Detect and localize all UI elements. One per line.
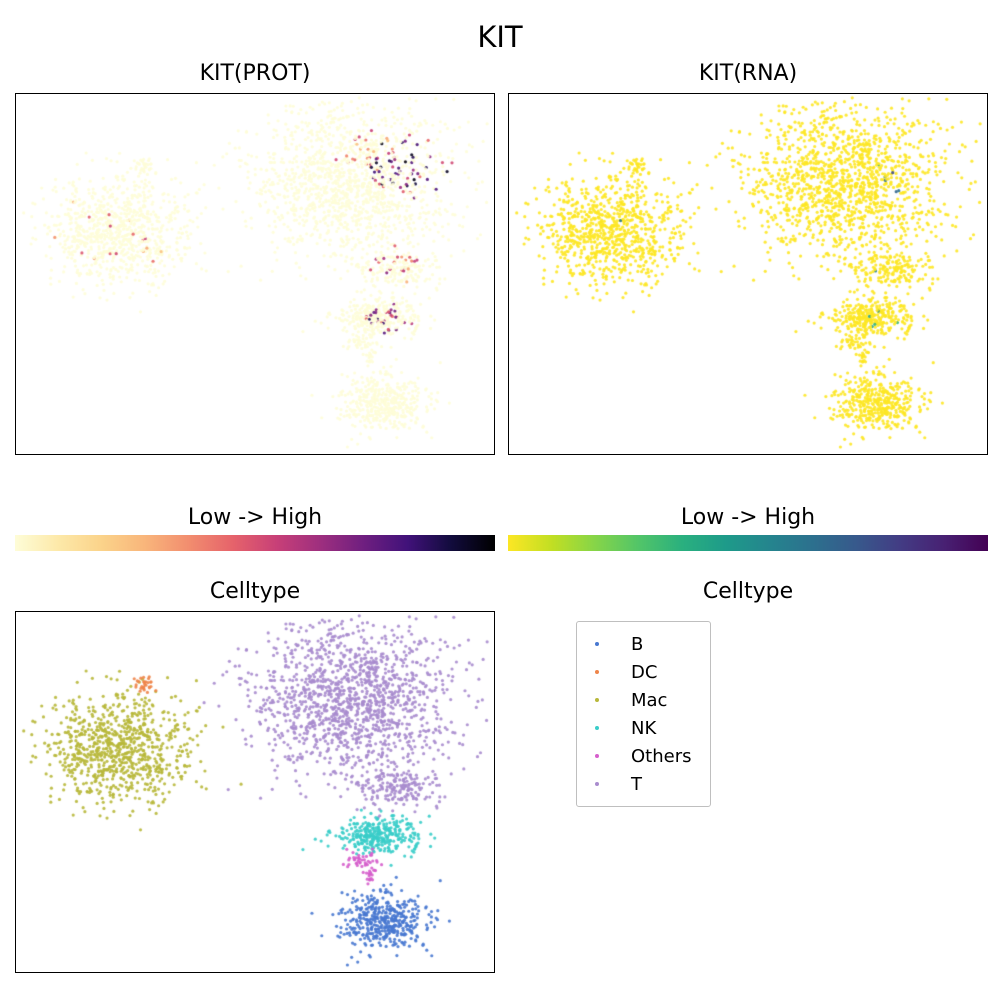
legend-item: T [587,770,692,798]
panel-title-celltype-left: Celltype [15,579,495,604]
main-title: KIT [0,20,1000,54]
legend-marker-icon [587,754,607,758]
scatter-prot [16,94,494,454]
legend-marker-icon [587,642,607,646]
legend-marker-icon [587,698,607,702]
legend-label: Mac [631,690,667,711]
legend-label: B [631,634,643,655]
legend-item: Others [587,742,692,770]
scatter-rna [509,94,987,454]
colorbar-label-right: Low -> High [508,505,988,530]
legend-label: T [631,774,642,795]
panel-title-prot: KIT(PROT) [15,61,495,86]
legend-marker-icon [587,670,607,674]
legend-label: Others [631,746,692,767]
legend-item: NK [587,714,692,742]
legend-marker-icon [587,782,607,786]
panel-prot [15,93,495,455]
colorbar-left [15,535,495,551]
panel-title-rna: KIT(RNA) [508,61,988,86]
legend-item: B [587,630,692,658]
scatter-celltype [16,612,494,972]
legend-item: Mac [587,686,692,714]
legend-label: NK [631,718,656,739]
colorbar-right [508,535,988,551]
legend-item: DC [587,658,692,686]
celltype-legend: B DC Mac NK Others T [576,621,711,807]
legend-label: DC [631,662,657,683]
legend-marker-icon [587,726,607,730]
panel-celltype [15,611,495,973]
colorbar-label-left: Low -> High [15,505,495,530]
panel-rna [508,93,988,455]
panel-title-celltype-right: Celltype [508,579,988,604]
